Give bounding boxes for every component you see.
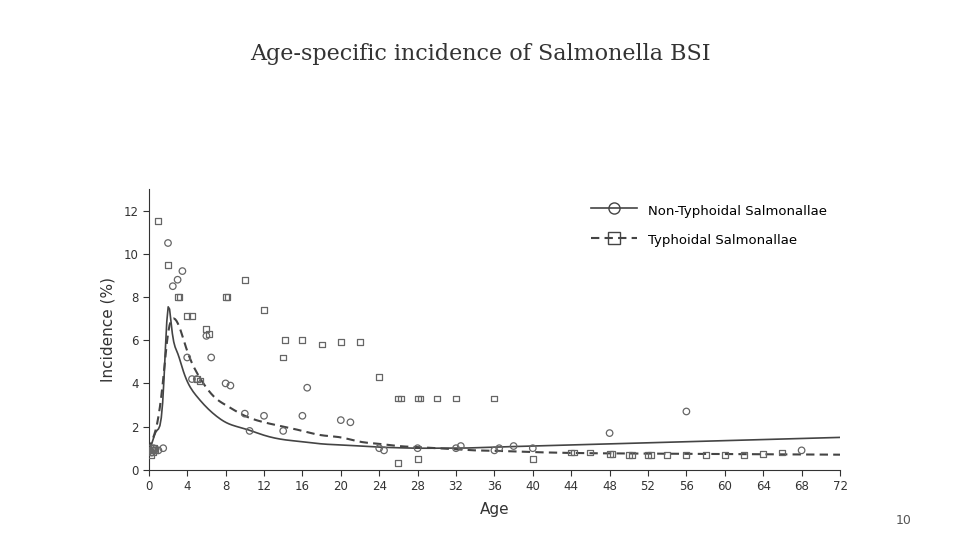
Point (156, 444, 171, 453)
Point (180, 353, 195, 362)
Point (146, 444, 161, 453)
Point (144, 446, 159, 455)
Point (242, 427, 257, 435)
Point (660, 450, 675, 459)
Point (448, 444, 464, 453)
Point (204, 353, 219, 362)
Point (170, 293, 185, 301)
Point (300, 383, 315, 392)
Point (218, 379, 233, 388)
Point (602, 449, 617, 458)
Point (775, 448, 790, 457)
Point (506, 442, 521, 450)
Point (391, 394, 406, 403)
Point (448, 394, 464, 403)
Point (525, 444, 540, 453)
Point (218, 293, 233, 301)
Point (698, 450, 713, 459)
Point (147, 446, 162, 455)
Point (202, 329, 217, 338)
Point (175, 267, 190, 275)
Text: Age-specific incidence of Salmonella BSI: Age-specific incidence of Salmonella BSI (250, 43, 710, 65)
Point (184, 375, 200, 383)
Point (487, 446, 502, 455)
Point (394, 394, 409, 403)
Point (621, 450, 636, 459)
Point (487, 394, 502, 403)
Point (410, 444, 425, 453)
Point (276, 427, 291, 435)
X-axis label: Age: Age (480, 502, 509, 517)
Point (180, 312, 195, 321)
Point (453, 442, 468, 450)
Legend: Non-Typhoidal Salmonallae, Typhoidal Salmonallae: Non-Typhoidal Salmonallae, Typhoidal Sal… (585, 195, 833, 254)
Point (146, 444, 161, 453)
Point (492, 444, 507, 453)
Point (189, 375, 204, 383)
Point (602, 429, 617, 437)
Point (794, 446, 809, 455)
Point (566, 448, 582, 457)
Point (151, 446, 166, 455)
Point (237, 409, 252, 418)
Text: 10: 10 (896, 514, 912, 527)
Point (151, 217, 166, 226)
Point (376, 446, 392, 455)
Point (277, 336, 293, 345)
Point (343, 418, 358, 427)
Point (192, 377, 207, 386)
Y-axis label: Incidence (%): Incidence (%) (100, 277, 115, 382)
Point (640, 450, 656, 459)
Point (624, 450, 639, 459)
Point (736, 450, 752, 459)
Point (276, 353, 291, 362)
Point (184, 312, 200, 321)
Point (429, 394, 444, 403)
Point (679, 450, 694, 459)
Point (165, 282, 180, 291)
Point (295, 411, 310, 420)
Point (199, 332, 214, 340)
Point (143, 450, 158, 459)
Point (333, 338, 348, 347)
Point (413, 394, 428, 403)
Point (391, 459, 406, 468)
Point (256, 411, 272, 420)
Point (717, 450, 732, 459)
Point (372, 373, 387, 381)
Point (189, 375, 204, 383)
Point (333, 416, 348, 424)
Point (237, 275, 252, 284)
Point (256, 306, 272, 314)
Point (605, 449, 620, 458)
Point (756, 449, 771, 458)
Point (223, 381, 238, 390)
Point (147, 446, 162, 455)
Point (564, 448, 579, 457)
Point (314, 340, 329, 349)
Point (679, 407, 694, 416)
Point (583, 448, 598, 457)
Point (643, 450, 659, 459)
Point (220, 293, 235, 301)
Point (145, 448, 160, 457)
Point (160, 260, 176, 269)
Point (144, 448, 159, 457)
Point (352, 338, 368, 347)
Point (160, 239, 176, 247)
Point (199, 325, 214, 334)
Point (143, 444, 158, 453)
Point (372, 444, 387, 453)
Point (172, 293, 187, 301)
Point (295, 336, 310, 345)
Point (410, 394, 425, 403)
Point (525, 455, 540, 463)
Point (410, 455, 425, 463)
Point (142, 448, 157, 457)
Point (170, 275, 185, 284)
